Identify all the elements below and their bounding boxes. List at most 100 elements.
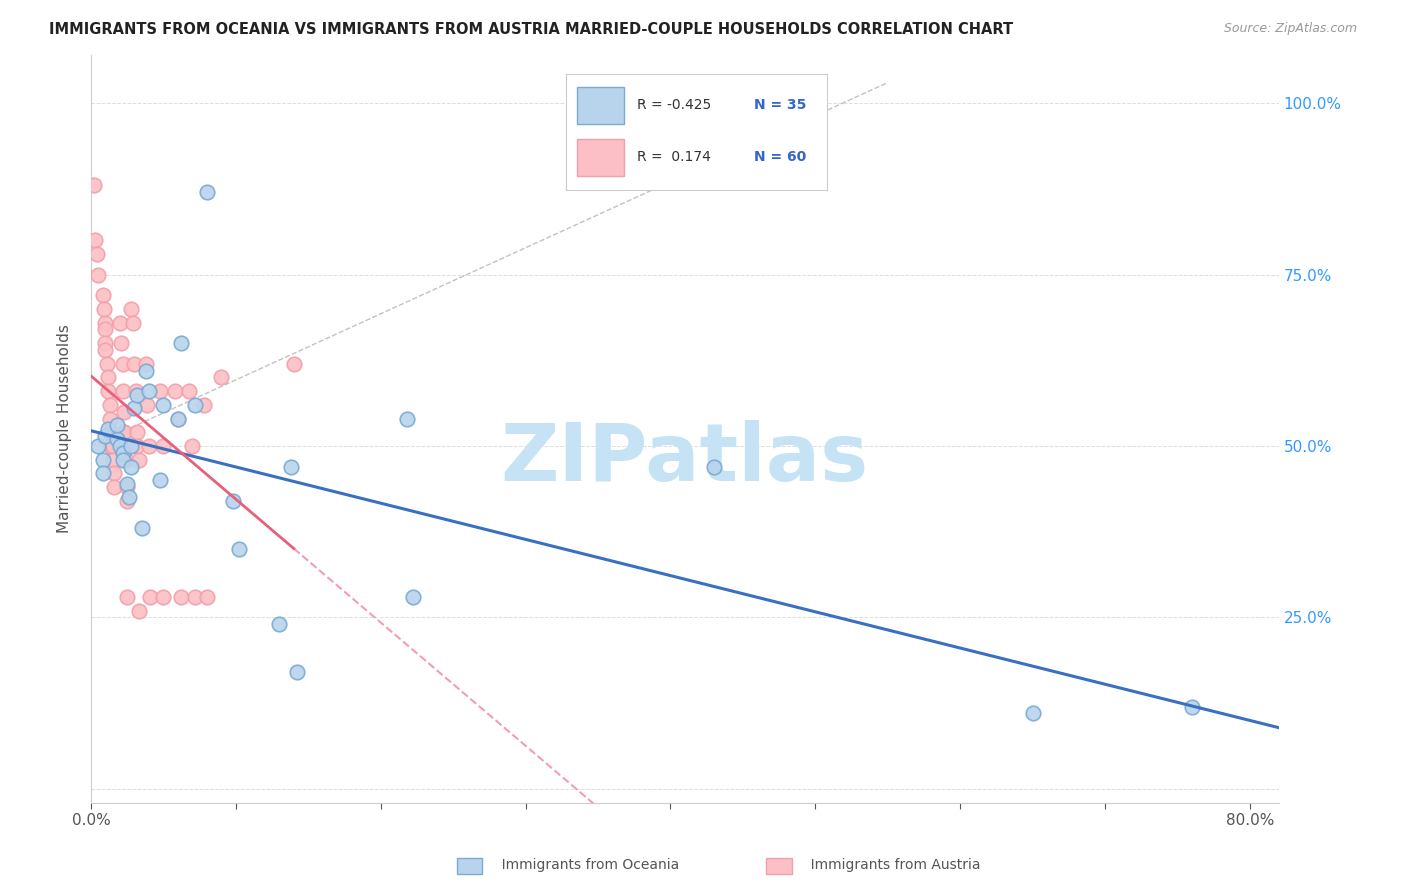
Point (91, 467, 114, 481)
Point (128, 603, 150, 617)
Point (97, 384, 120, 398)
Point (131, 521, 153, 535)
Point (111, 446, 134, 460)
Point (703, 459, 725, 474)
Point (138, 384, 160, 398)
Point (103, 467, 125, 481)
Text: IMMIGRANTS FROM OCEANIA VS IMMIGRANTS FROM AUSTRIA MARRIED-COUPLE HOUSEHOLDS COR: IMMIGRANTS FROM OCEANIA VS IMMIGRANTS FR… (49, 22, 1014, 37)
Point (228, 541, 250, 556)
Point (170, 336, 193, 351)
Point (94, 336, 117, 351)
Point (222, 493, 245, 508)
Point (152, 590, 174, 604)
Point (108, 439, 131, 453)
Point (101, 439, 124, 453)
Point (93, 301, 115, 316)
Point (84, 233, 107, 247)
Point (86, 247, 108, 261)
Point (135, 357, 157, 371)
Point (83, 178, 105, 193)
Point (91, 288, 114, 302)
Point (91, 452, 114, 467)
Y-axis label: Married-couple Households: Married-couple Households (58, 325, 72, 533)
Point (97, 370, 120, 384)
Point (115, 476, 138, 491)
Point (96, 357, 118, 371)
Point (127, 387, 149, 401)
Point (87, 268, 110, 282)
Point (101, 452, 124, 467)
Point (395, 411, 418, 425)
Point (112, 405, 135, 419)
Point (114, 439, 136, 453)
Point (94, 428, 117, 442)
Point (117, 491, 139, 505)
Point (149, 473, 172, 487)
Point (105, 432, 128, 446)
Point (163, 384, 186, 398)
Point (87, 439, 110, 453)
Point (149, 384, 172, 398)
Point (98, 425, 121, 440)
Point (115, 590, 138, 604)
Point (103, 480, 125, 494)
Point (124, 401, 146, 416)
Point (195, 590, 218, 604)
Text: ZIPatlas: ZIPatlas (501, 420, 869, 498)
Text: Source: ZipAtlas.com: Source: ZipAtlas.com (1223, 22, 1357, 36)
Point (124, 357, 146, 371)
Point (184, 590, 207, 604)
Point (98, 411, 121, 425)
Point (114, 452, 136, 467)
Point (269, 617, 291, 632)
Point (112, 425, 135, 440)
Point (209, 370, 232, 384)
Point (193, 398, 215, 412)
Point (100, 439, 122, 453)
Point (111, 357, 134, 371)
Point (152, 398, 174, 412)
Point (285, 665, 308, 680)
Point (127, 439, 149, 453)
Point (105, 418, 128, 433)
Point (122, 316, 145, 330)
Point (1181, 699, 1204, 714)
Point (401, 590, 423, 604)
Point (127, 425, 149, 440)
Point (195, 186, 218, 200)
Point (108, 316, 131, 330)
Point (111, 452, 134, 467)
Point (94, 322, 117, 336)
Point (94, 343, 117, 357)
Point (110, 336, 132, 351)
Point (184, 398, 207, 412)
Point (115, 480, 138, 494)
Point (125, 384, 148, 398)
Text: Immigrants from Austria: Immigrants from Austria (780, 858, 981, 872)
Point (181, 439, 204, 453)
Point (170, 590, 193, 604)
Point (121, 301, 143, 316)
Point (94, 316, 117, 330)
Point (100, 439, 122, 453)
Point (135, 363, 157, 377)
Point (112, 425, 135, 440)
Point (280, 459, 302, 474)
Point (97, 422, 120, 436)
Point (179, 384, 201, 398)
Point (166, 411, 188, 425)
Point (111, 384, 134, 398)
Point (1021, 706, 1043, 721)
Point (98, 398, 121, 412)
Point (121, 459, 143, 474)
Point (152, 439, 174, 453)
Point (166, 411, 188, 425)
Point (138, 439, 160, 453)
Point (121, 439, 143, 453)
Point (136, 398, 159, 412)
Text: Immigrants from Oceania: Immigrants from Oceania (471, 858, 679, 872)
Point (115, 493, 138, 508)
Point (283, 357, 305, 371)
Point (100, 439, 122, 453)
Point (128, 452, 150, 467)
